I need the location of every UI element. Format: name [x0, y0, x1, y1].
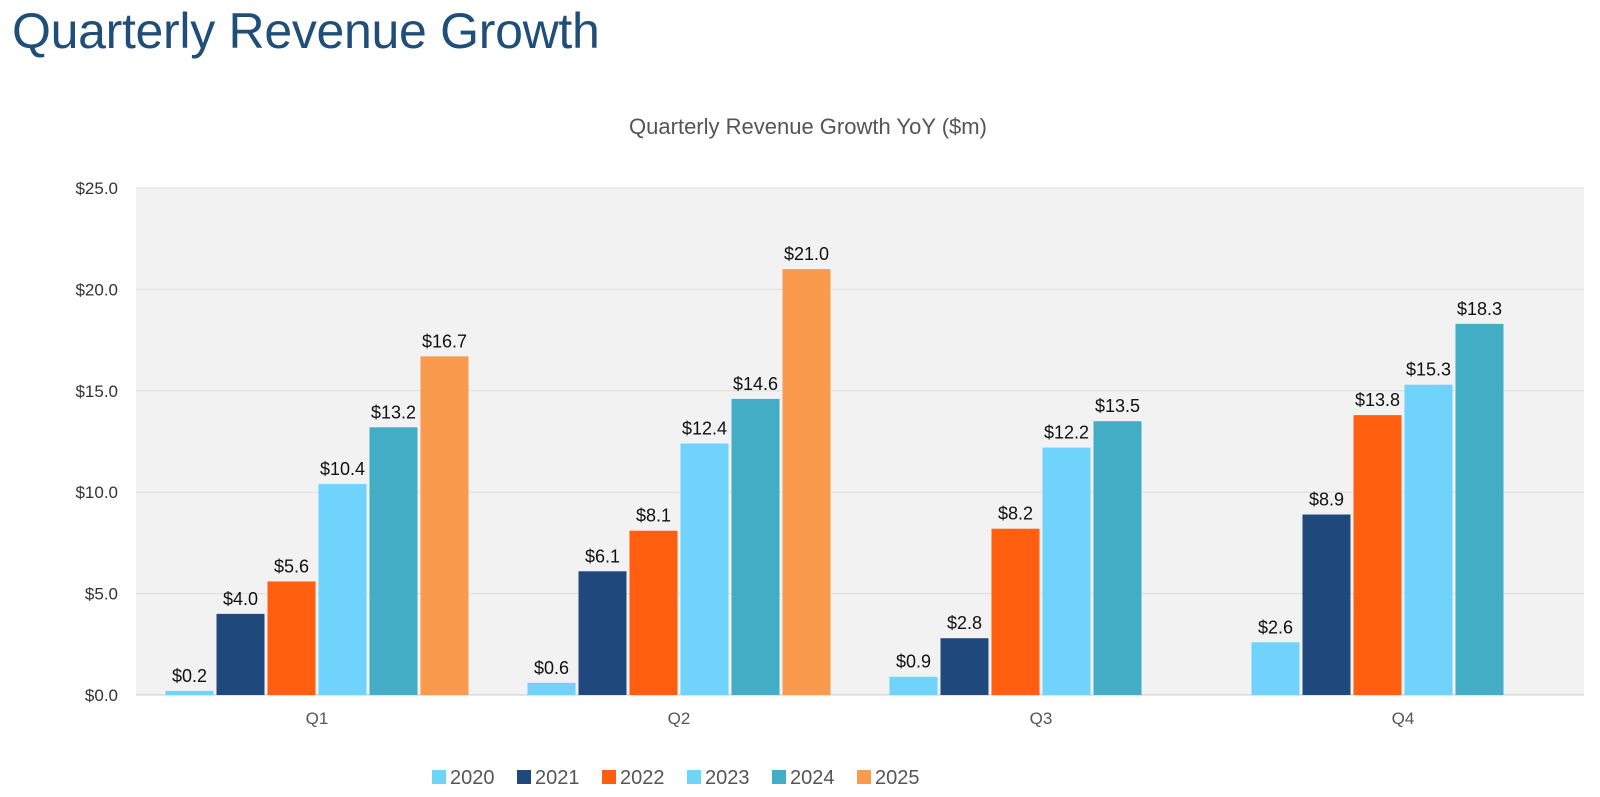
bar-2020-q3	[889, 676, 938, 695]
y-tick-label: $15.0	[75, 382, 118, 401]
x-tick-label: Q2	[668, 709, 691, 728]
chart-title: Quarterly Revenue Growth YoY ($m)	[629, 114, 987, 139]
bar-2020-q4	[1251, 642, 1300, 695]
legend-swatch-2024	[772, 770, 786, 784]
y-tick-label: $20.0	[75, 280, 118, 299]
x-tick-label: Q1	[306, 709, 329, 728]
x-tick-label: Q4	[1392, 709, 1415, 728]
bar-2021-q1	[216, 613, 265, 695]
data-label: $6.1	[585, 546, 620, 566]
data-label: $8.2	[998, 504, 1033, 524]
data-label: $15.3	[1406, 360, 1451, 380]
data-label: $12.2	[1044, 423, 1089, 443]
legend-swatch-2023	[687, 770, 701, 784]
data-label: $8.1	[636, 506, 671, 526]
bar-2022-q1	[267, 581, 316, 695]
data-label: $0.9	[896, 652, 931, 672]
y-tick-label: $10.0	[75, 483, 118, 502]
y-tick-label: $5.0	[85, 585, 118, 604]
legend-swatch-2020	[432, 770, 446, 784]
bar-2021-q4	[1302, 514, 1351, 695]
legend-label-2025: 2025	[875, 767, 920, 789]
legend-swatch-2025	[857, 770, 871, 784]
legend-label-2020: 2020	[450, 767, 495, 789]
bar-2024-q3	[1093, 421, 1142, 695]
bar-2025-q2	[782, 269, 831, 695]
data-label: $13.8	[1355, 390, 1400, 410]
data-labels: $0.2 $4.0 $5.6 $10.4 $13.2 $16.7 $0.6 $6.1 $8.1 $…	[172, 244, 1502, 686]
data-label: $0.2	[172, 666, 207, 686]
bar-2022-q4	[1353, 415, 1402, 695]
bar-2024-q2	[731, 398, 780, 695]
bar-2023-q1	[318, 484, 367, 695]
data-label: $8.9	[1309, 490, 1344, 510]
legend-label-2023: 2023	[705, 767, 750, 789]
data-label: $14.6	[733, 374, 778, 394]
bar-2025-q1	[420, 356, 469, 695]
bar-2024-q1	[369, 427, 418, 695]
y-tick-label: $25.0	[75, 179, 118, 198]
x-tick-label: Q3	[1030, 709, 1053, 728]
legend-label-2021: 2021	[535, 767, 580, 789]
data-label: $5.6	[274, 556, 309, 576]
bars	[165, 269, 1504, 695]
data-label: $21.0	[784, 244, 829, 264]
bar-2023-q3	[1042, 447, 1091, 695]
x-axis-ticks: Q1 Q2 Q3 Q4	[306, 709, 1415, 728]
bar-2022-q3	[991, 528, 1040, 695]
legend-swatch-2021	[517, 770, 531, 784]
data-label: $16.7	[422, 331, 467, 351]
data-label: $13.2	[371, 402, 416, 422]
data-label: $2.8	[947, 613, 982, 633]
data-label: $18.3	[1457, 299, 1502, 319]
data-label: $4.0	[223, 589, 258, 609]
bar-2020-q1	[165, 690, 214, 695]
bar-2023-q4	[1404, 384, 1453, 695]
legend-swatch-2022	[602, 770, 616, 784]
bar-2021-q3	[940, 638, 989, 695]
bar-2020-q2	[527, 682, 576, 695]
bar-2022-q2	[629, 530, 678, 695]
data-label: $12.4	[682, 419, 727, 439]
data-label: $0.6	[534, 658, 569, 678]
data-label: $13.5	[1095, 396, 1140, 416]
legend: 2020 2021 2022 2023 2024 2025	[432, 767, 920, 789]
y-tick-label: $0.0	[85, 686, 118, 705]
bar-2024-q4	[1455, 323, 1504, 695]
data-label: $10.4	[320, 459, 365, 479]
page-title: Quarterly Revenue Growth	[12, 3, 600, 59]
bar-2021-q2	[578, 571, 627, 695]
bar-2023-q2	[680, 443, 729, 695]
data-label: $2.6	[1258, 617, 1293, 637]
legend-label-2022: 2022	[620, 767, 665, 789]
legend-label-2024: 2024	[790, 767, 835, 789]
y-axis-ticks: $0.0 $5.0 $10.0 $15.0 $20.0 $25.0	[75, 179, 118, 705]
